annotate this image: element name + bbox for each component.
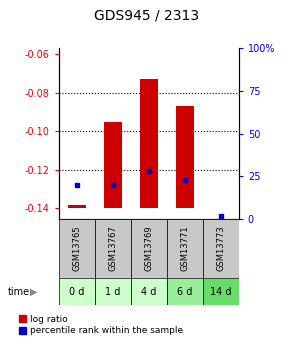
Text: GSM13765: GSM13765 (72, 226, 81, 271)
Text: 14 d: 14 d (210, 287, 231, 296)
Text: GSM13773: GSM13773 (216, 226, 225, 271)
Bar (59, 278, 95, 305)
Bar (68, 205, 86, 208)
Bar (167, 278, 203, 305)
Text: 4 d: 4 d (141, 287, 156, 296)
Text: 1 d: 1 d (105, 287, 120, 296)
Text: ▶: ▶ (30, 287, 38, 296)
Bar (95, 278, 131, 305)
Bar (59, 219, 95, 278)
Bar (95, 219, 131, 278)
Text: GSM13769: GSM13769 (144, 226, 153, 271)
Bar (167, 219, 203, 278)
Text: GDS945 / 2313: GDS945 / 2313 (94, 9, 199, 23)
Text: 0 d: 0 d (69, 287, 84, 296)
Legend: log ratio, percentile rank within the sample: log ratio, percentile rank within the sa… (19, 315, 183, 335)
Bar (131, 278, 167, 305)
Bar (104, 122, 122, 208)
Text: time: time (7, 287, 30, 296)
Bar (176, 106, 194, 208)
Bar (203, 278, 239, 305)
Bar (140, 79, 158, 208)
Text: GSM13767: GSM13767 (108, 226, 117, 271)
Text: 6 d: 6 d (177, 287, 193, 296)
Bar (131, 219, 167, 278)
Text: GSM13771: GSM13771 (180, 226, 189, 271)
Bar (203, 219, 239, 278)
